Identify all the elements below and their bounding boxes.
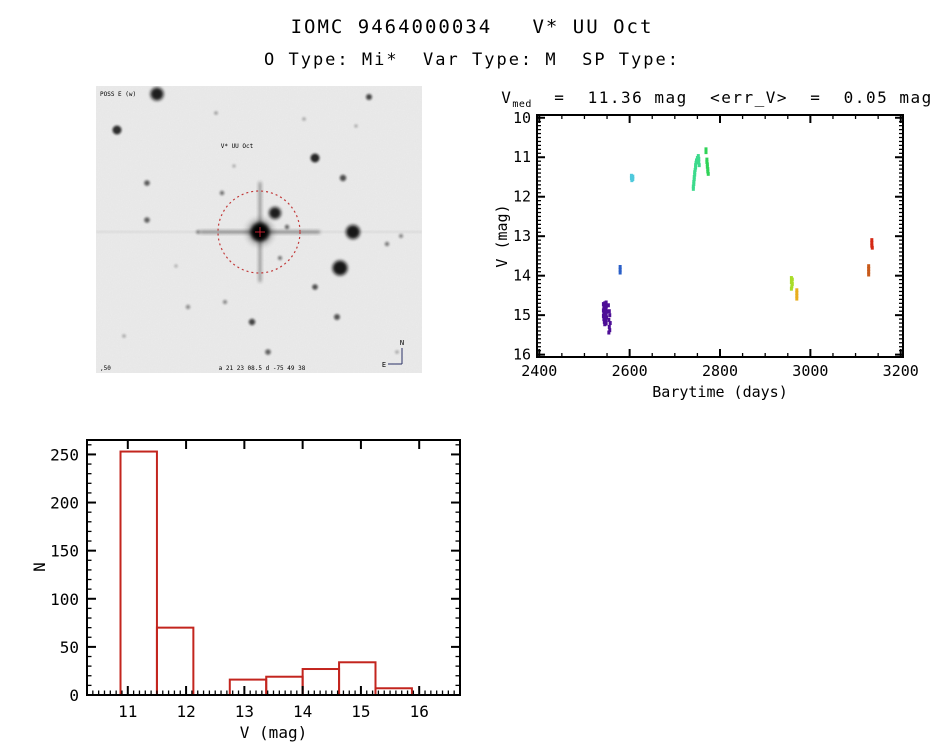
histogram-bar — [119, 450, 158, 697]
cluster-orangered — [867, 264, 871, 277]
hist-x-tick-label: 11 — [118, 702, 137, 721]
hist-x-tick-label: 13 — [235, 702, 254, 721]
cluster-orange — [795, 288, 799, 301]
hist-y-tick-label: 250 — [50, 445, 79, 464]
lc-y-tick-label: 10 — [513, 109, 531, 127]
lightcurve-title: Vmed = 11.36 mag <err_V> = 0.05 mag — [490, 88, 944, 110]
lc-x-tick-label: 2600 — [612, 362, 648, 380]
scale-label: ,50 — [100, 365, 111, 372]
lc-axes — [536, 114, 904, 358]
target-crosshair — [255, 227, 265, 237]
compass-east-label: E — [382, 361, 386, 369]
cluster-red — [870, 238, 874, 250]
hist-y-tick-label: 200 — [50, 494, 79, 513]
cluster-yellowgreen — [789, 276, 794, 291]
lightcurve-plot: 2400 2600 2800 3000 3200 10 11 12 13 14 15 16 Baryti… — [493, 109, 919, 401]
hist-x-axis-label: V (mag) — [240, 723, 307, 742]
lc-x-tick-label: 3000 — [792, 362, 828, 380]
target-circle — [217, 190, 301, 274]
hist-tick-labels: 11 12 13 14 15 16 0 50 100 150 200 250 V (mag) N — [30, 445, 429, 742]
lc-y-tick-label: 12 — [513, 188, 531, 206]
vmed-subscript: med — [512, 99, 532, 111]
object-type-line: O Type: Mi* Var Type: M SP Type: — [264, 50, 680, 70]
lc-x-tick-label: 2400 — [521, 362, 557, 380]
compass: NE — [382, 339, 404, 369]
hist-x-tick-label: 14 — [293, 702, 312, 721]
hist-y-tick-label: 50 — [60, 638, 79, 657]
lc-y-tick-label: 13 — [513, 227, 531, 245]
histogram-bar — [155, 626, 195, 696]
histogram-bar — [338, 661, 377, 696]
lc-x-tick-label: 2800 — [702, 362, 738, 380]
target-name-label: V* UU Oct — [221, 143, 254, 150]
hist-x-tick-label: 15 — [351, 702, 370, 721]
lc-y-tick-label: 15 — [513, 306, 531, 324]
magnitude-histogram: 11 12 13 14 15 16 0 50 100 150 200 250 V (mag) N — [30, 439, 461, 742]
lc-x-axis-label: Barytime (days) — [652, 383, 787, 401]
hist-y-axis-label: N — [30, 562, 49, 572]
hist-y-tick-label: 150 — [50, 542, 79, 561]
vmed-symbol: V — [501, 88, 513, 107]
cluster-purple — [601, 300, 612, 335]
coordinates-label: a 21 23 08.5 d -75 49 38 — [219, 365, 306, 372]
cluster-cyan — [629, 173, 635, 183]
histogram-bar — [374, 687, 413, 697]
hist-axes — [86, 439, 461, 696]
lc-y-axis-label: V (mag) — [493, 204, 511, 267]
lc-y-tick-label: 14 — [513, 267, 531, 285]
lightcurve-title-text: = 11.36 mag <err_V> = 0.05 mag — [531, 88, 933, 107]
cluster-springgreen — [691, 154, 701, 191]
cluster-green — [704, 147, 710, 176]
finding-chart-image: POSS E (w) V* UU Oct a 21 23 08.5 d -75 49… — [96, 86, 422, 373]
hist-x-tick-label: 16 — [410, 702, 429, 721]
lc-tick-labels: 2400 2600 2800 3000 3200 10 11 12 13 14 15 16 Baryti… — [493, 109, 919, 401]
page-title: IOMC 9464000034 V* UU Oct — [290, 16, 654, 38]
lc-y-tick-label: 11 — [513, 148, 531, 166]
hist-x-tick-label: 12 — [176, 702, 195, 721]
histogram-bar — [228, 678, 268, 697]
hist-y-tick-label: 100 — [50, 590, 79, 609]
lc-data-points — [601, 147, 874, 335]
stars-layer — [112, 87, 403, 355]
lc-x-tick-label: 3200 — [883, 362, 919, 380]
histogram-bars — [119, 450, 413, 697]
lc-y-tick-label: 16 — [513, 346, 531, 364]
cluster-blue — [618, 264, 622, 275]
hist-y-tick-label: 0 — [69, 686, 79, 705]
survey-label: POSS E (w) — [100, 91, 136, 98]
compass-north-label: N — [400, 339, 404, 347]
